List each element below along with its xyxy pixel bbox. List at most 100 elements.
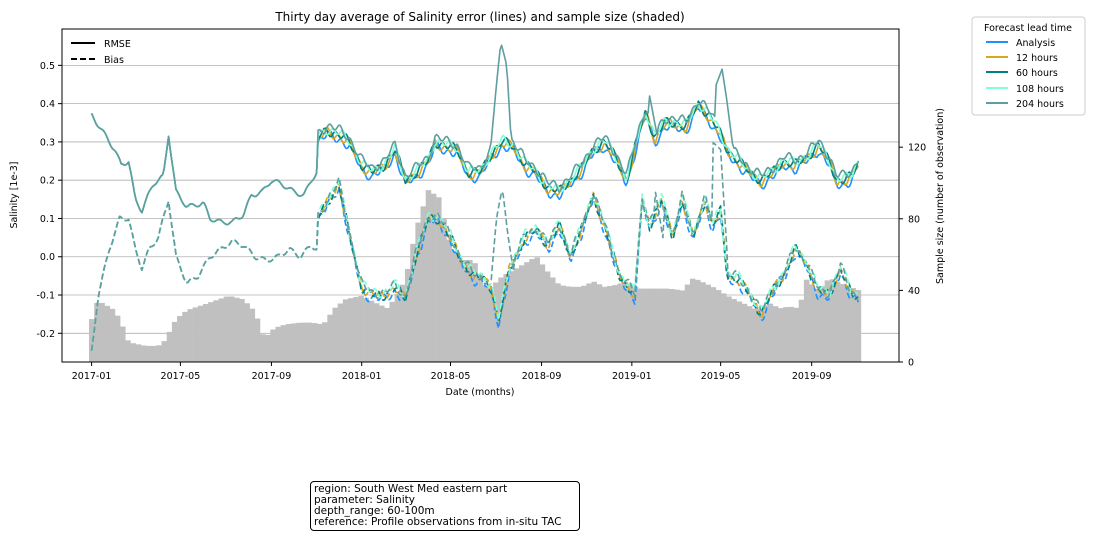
sample-size-bar: [612, 285, 618, 362]
sample-size-bar: [285, 324, 292, 362]
sample-size-bar: [306, 322, 313, 362]
x-tick-label: 2017-01: [72, 371, 112, 382]
rmse-legend-label: RMSE: [104, 39, 131, 50]
sample-size-bar: [192, 307, 199, 362]
sample-size-bar: [337, 303, 344, 362]
sample-size-bar: [109, 308, 116, 362]
sample-size-bar: [182, 311, 188, 362]
y2-tick-label: 120: [908, 143, 926, 154]
sample-size-bar: [757, 308, 763, 362]
x-tick-label: 2017-09: [252, 371, 292, 382]
sample-size-bar: [430, 193, 437, 362]
sample-size-bar: [373, 303, 380, 362]
sample-size-bar: [669, 288, 675, 362]
sample-size-bar: [778, 308, 784, 362]
sample-size-bar: [565, 286, 572, 362]
sample-size-bar: [741, 303, 748, 362]
x-tick-label: 2018-01: [342, 371, 382, 382]
sample-size-bar: [814, 289, 820, 362]
y-tick-label: -0.2: [36, 329, 55, 340]
sample-size-bar: [332, 307, 338, 362]
sample-size-bar: [627, 283, 634, 362]
sample-size-bar: [254, 318, 261, 362]
sample-size-bar: [487, 287, 494, 362]
x-tick-label: 2017-05: [161, 371, 201, 382]
y-tick-label: -0.1: [36, 291, 55, 302]
y2-tick-label: 0: [908, 358, 914, 369]
sample-size-bar: [451, 250, 458, 362]
sample-size-bar: [653, 288, 660, 362]
sample-size-bar: [456, 257, 463, 362]
sample-size-bar: [389, 301, 395, 362]
sample-size-bar: [363, 298, 370, 362]
sample-size-bar: [798, 299, 805, 362]
sample-size-bar: [270, 329, 276, 362]
sample-size-bar: [518, 265, 525, 362]
sample-size-bar: [721, 293, 727, 362]
sample-size-bar: [845, 286, 851, 362]
sample-size-bar: [358, 295, 364, 362]
sample-size-bar: [208, 302, 214, 362]
sample-size-bar: [632, 286, 639, 362]
y-tick-label: 0.5: [40, 61, 55, 72]
sample-size-bar: [560, 285, 566, 362]
sample-size-bar: [130, 343, 136, 362]
sample-size-bar: [829, 279, 836, 362]
sample-size-bar: [94, 302, 100, 362]
sample-size-bar: [104, 305, 111, 362]
sample-size-bar: [156, 345, 162, 362]
sample-size-bar: [601, 286, 608, 362]
sample-size-bar: [99, 302, 105, 362]
sample-size-bar: [348, 298, 354, 362]
y-tick-label: 0.1: [40, 214, 55, 225]
sample-size-bar: [472, 263, 478, 362]
sample-size-bar: [228, 296, 235, 362]
bias-line-analysis: [90, 188, 860, 351]
sample-size-bar: [482, 285, 489, 362]
sample-size-bar: [89, 319, 95, 362]
sample-size-bar: [674, 289, 680, 362]
x-tick-label: 2018-05: [431, 371, 471, 382]
sample-size-bar: [596, 284, 603, 362]
plot-frame: [61, 28, 900, 363]
x-tick-label: 2019-05: [701, 371, 741, 382]
metadata-depth-range: depth_range: 60-100m: [314, 505, 435, 517]
sample-size-bar: [493, 282, 499, 362]
sample-size-bar: [197, 305, 204, 362]
sample-size-bar: [275, 326, 281, 362]
sample-size-bar: [135, 344, 142, 362]
sample-size-bar: [477, 274, 484, 362]
legend-label-108h: 108 hours: [1016, 84, 1064, 95]
x-axis-label: Date (months): [446, 387, 515, 398]
sample-size-bar: [425, 190, 432, 362]
lead-time-legend: Forecast lead time Analysis 12 hours 60 …: [971, 16, 1086, 116]
sample-size-bar: [166, 331, 173, 362]
sample-size-bar: [664, 288, 670, 362]
sample-size-bar: [394, 293, 401, 362]
y-axis-label: Salinity [1e-3]: [9, 162, 20, 229]
sample-size-bar: [140, 345, 147, 362]
bias-line-108h: [90, 181, 859, 351]
sample-size-bar: [446, 239, 452, 362]
sample-size-bar: [736, 301, 743, 362]
sample-size-bar: [684, 284, 691, 362]
sample-size-bar: [342, 299, 349, 362]
sample-size-bar: [265, 334, 271, 362]
sample-size-bar: [513, 268, 520, 362]
sample-size-bar: [772, 306, 779, 362]
rmse-line-204h: [90, 44, 859, 226]
sample-size-bar: [819, 286, 825, 362]
y2-axis-label: Sample size (number of observation): [935, 108, 946, 284]
metadata-box: region: South West Med eastern part para…: [310, 481, 580, 531]
sample-size-bar: [223, 296, 230, 362]
sample-size-bar: [410, 243, 416, 362]
sample-size-bar: [607, 285, 613, 362]
legend-label-204h: 204 hours: [1016, 99, 1064, 110]
sample-size-bar: [529, 259, 535, 362]
sample-size-bar: [834, 281, 841, 362]
x-tick-label: 2018-09: [522, 371, 562, 382]
sample-size-bar: [591, 281, 597, 362]
sample-size-bar: [322, 322, 328, 362]
sample-size-bar: [809, 284, 815, 362]
